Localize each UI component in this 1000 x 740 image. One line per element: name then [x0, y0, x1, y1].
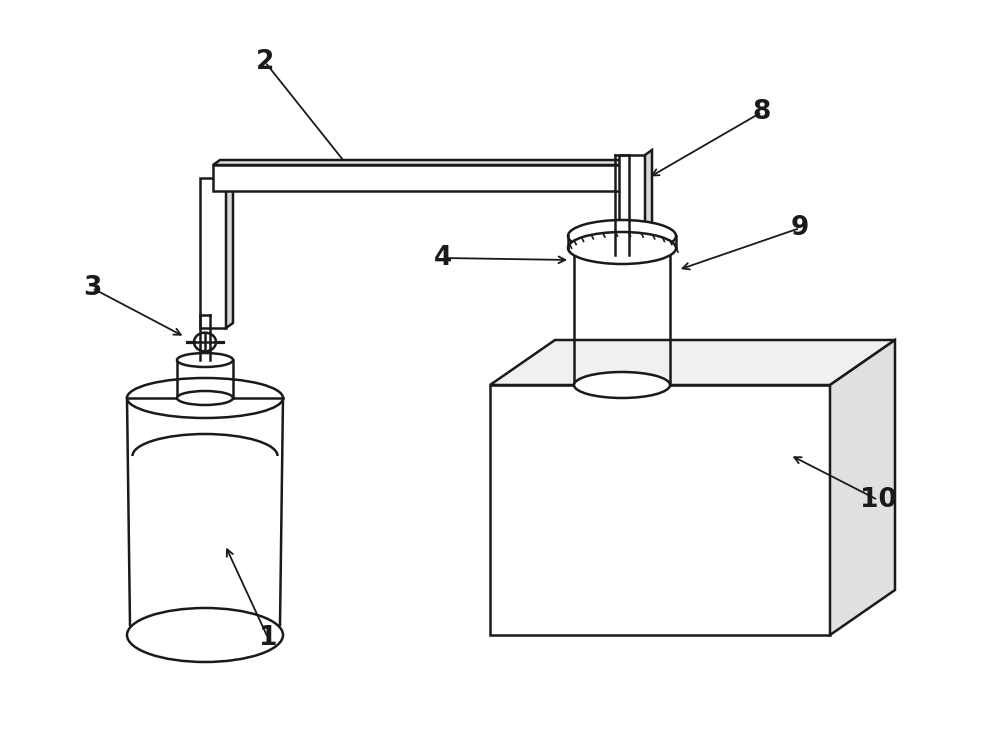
Text: 9: 9 — [791, 215, 809, 241]
Ellipse shape — [127, 608, 283, 662]
Ellipse shape — [568, 232, 676, 264]
Text: 8: 8 — [753, 99, 771, 125]
Polygon shape — [213, 165, 632, 191]
Polygon shape — [490, 385, 830, 635]
Ellipse shape — [177, 353, 233, 367]
Text: 4: 4 — [434, 245, 452, 271]
Ellipse shape — [574, 235, 670, 261]
Ellipse shape — [127, 378, 283, 418]
Polygon shape — [200, 178, 226, 328]
Ellipse shape — [568, 220, 676, 252]
Text: 3: 3 — [83, 275, 101, 301]
Polygon shape — [619, 155, 645, 248]
Ellipse shape — [574, 372, 670, 398]
Text: 2: 2 — [256, 49, 274, 75]
Text: 1: 1 — [259, 625, 277, 651]
Polygon shape — [490, 340, 895, 385]
Ellipse shape — [177, 391, 233, 405]
Polygon shape — [645, 150, 652, 248]
Polygon shape — [226, 173, 233, 328]
Text: 10: 10 — [860, 487, 896, 513]
Polygon shape — [213, 160, 639, 165]
Polygon shape — [830, 340, 895, 635]
